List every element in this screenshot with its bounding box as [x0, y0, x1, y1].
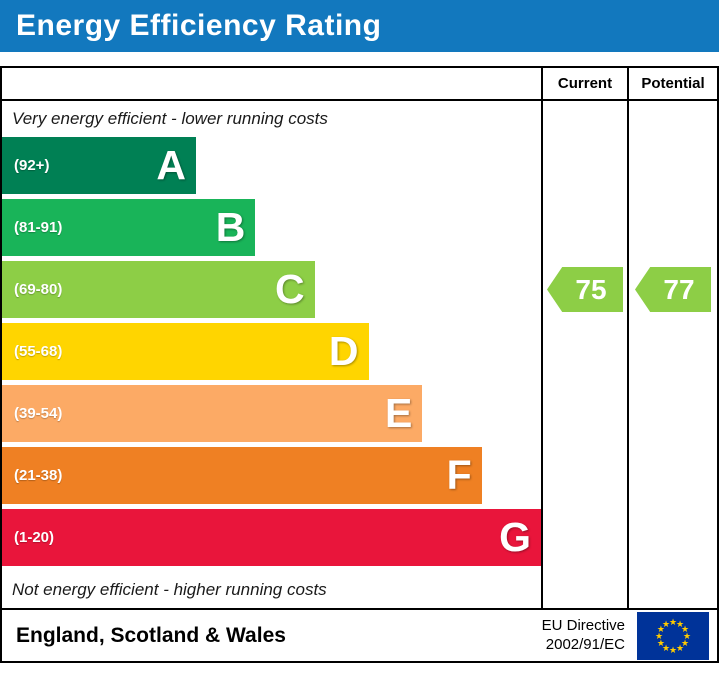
band-letter: D [328, 328, 359, 374]
eu-directive-line2: 2002/91/EC [545, 635, 625, 653]
potential-rating-value: 77 [663, 273, 695, 305]
svg-text:★: ★ [655, 631, 663, 641]
band-bar-G: (1-20) G [2, 509, 541, 566]
band-row-F: (21-38) F [2, 447, 541, 504]
svg-text:★: ★ [662, 618, 670, 628]
band-letter: G [499, 514, 531, 560]
eu-flag-icon: ★ ★ ★ ★ ★ ★ ★ ★ ★ ★ ★ ★ [637, 611, 709, 660]
band-row-D: (55-68) D [2, 323, 541, 380]
bottom-caption: Not energy efficient - higher running co… [12, 580, 327, 599]
current-rating-value: 75 [575, 273, 607, 305]
svg-text:★: ★ [681, 638, 689, 648]
current-column: 75 [541, 101, 627, 608]
current-column-header: Current [541, 68, 627, 99]
band-row-E: (39-54) E [2, 385, 541, 442]
band-range-label: (39-54) [14, 405, 63, 422]
svg-text:★: ★ [657, 638, 665, 648]
band-letter: E [385, 390, 413, 436]
svg-text:★: ★ [676, 643, 684, 653]
band-range-label: (1-20) [14, 529, 55, 546]
band-range-label: (21-38) [14, 467, 63, 484]
band-letter: F [446, 452, 472, 498]
title-bar: Energy Efficiency Rating [0, 0, 719, 52]
band-list: (92+) A (81-91) B (69-80) C (55-68) D (39-54) E (2… [2, 137, 541, 571]
band-row-A: (92+) A [2, 137, 541, 194]
header-spacer [2, 68, 541, 99]
current-rating-arrow: 75 [547, 267, 623, 312]
band-range-label: (69-80) [14, 281, 63, 298]
band-bar-C: (69-80) C [2, 261, 315, 318]
svg-text:★: ★ [657, 624, 665, 634]
svg-text:★: ★ [683, 631, 691, 641]
footer: England, Scotland & Wales EU Directive 2… [2, 608, 717, 661]
page-title: Energy Efficiency Rating [16, 9, 382, 42]
band-range-label: (55-68) [14, 343, 63, 360]
svg-text:★: ★ [676, 618, 684, 628]
bands-area: Very energy efficient - lower running co… [2, 101, 541, 608]
column-header-row: Current Potential [2, 68, 717, 101]
svg-text:★: ★ [669, 617, 677, 627]
band-bar-F: (21-38) F [2, 447, 482, 504]
band-bar-A: (92+) A [2, 137, 197, 194]
eu-directive-line1: EU Directive [541, 616, 625, 634]
band-letter: B [215, 204, 246, 250]
band-row-B: (81-91) B [2, 199, 541, 256]
chart-body: Very energy efficient - lower running co… [2, 101, 717, 608]
band-letter: A [156, 142, 187, 188]
band-row-G: (1-20) G [2, 509, 541, 566]
svg-text:★: ★ [662, 643, 670, 653]
region-label: England, Scotland & Wales [16, 623, 286, 647]
svg-text:★: ★ [681, 624, 689, 634]
band-bar-E: (39-54) E [2, 385, 423, 442]
potential-rating-arrow: 77 [635, 267, 711, 312]
band-bar-D: (55-68) D [2, 323, 369, 380]
svg-text:★: ★ [669, 645, 677, 655]
band-bar-B: (81-91) B [2, 199, 256, 256]
chart-box: Current Potential Very energy efficient … [0, 66, 719, 663]
band-range-label: (81-91) [14, 219, 63, 236]
eu-directive-label: EU Directive 2002/91/EC [542, 617, 625, 655]
band-range-label: (92+) [14, 157, 50, 174]
potential-column: 77 [627, 101, 717, 608]
band-row-C: (69-80) C [2, 261, 541, 318]
potential-column-header: Potential [627, 68, 717, 99]
top-caption: Very energy efficient - lower running co… [12, 109, 328, 128]
band-letter: C [275, 266, 305, 312]
